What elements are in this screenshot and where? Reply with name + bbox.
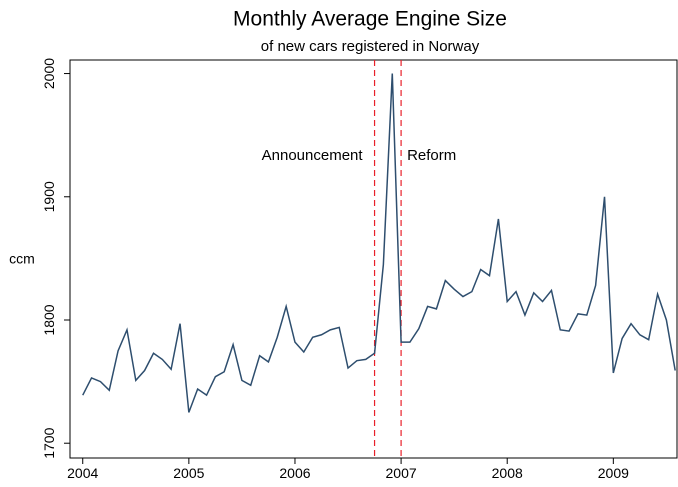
data-line (82, 73, 676, 413)
x-tick-label: 2005 (173, 465, 204, 481)
x-tick-label: 2006 (279, 465, 310, 481)
chart-title: Monthly Average Engine Size (233, 8, 507, 31)
chart-subtitle: of new cars registered in Norway (261, 38, 480, 55)
x-tick-label: 2007 (386, 465, 417, 481)
annotation-label: Reform (407, 147, 456, 164)
y-tick-label: 1800 (41, 304, 57, 335)
y-axis-label: ccm (9, 251, 35, 267)
plot-frame (69, 59, 678, 459)
annotation-label: Announcement (262, 147, 364, 164)
x-tick-label: 2008 (492, 465, 523, 481)
y-tick-label: 2000 (41, 58, 57, 89)
x-tick-label: 2009 (598, 465, 629, 481)
y-tick-label: 1700 (41, 427, 57, 458)
x-tick-label: 2004 (67, 465, 98, 481)
y-tick-label: 1900 (41, 181, 57, 212)
